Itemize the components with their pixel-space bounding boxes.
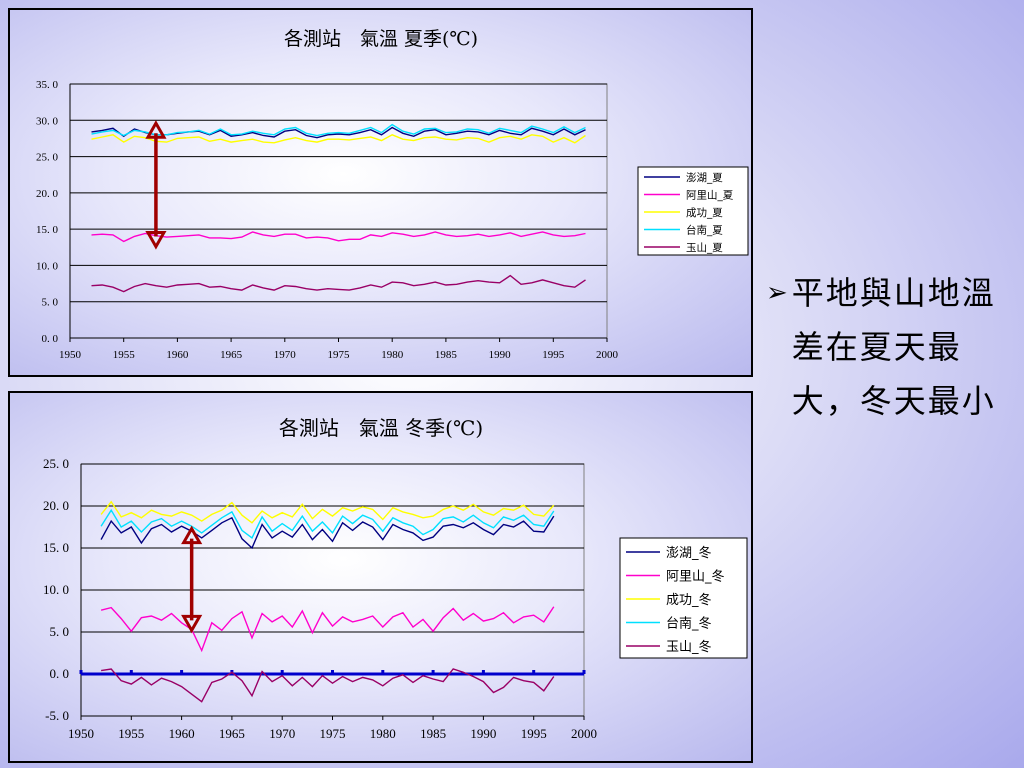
y-tick-label: 25. 0 xyxy=(36,152,59,164)
summer-temperature-chart: 各測站 氣溫 夏季(℃) 0. 0 5. 0 10. 0 15. 0 20. 0 25. 0… xyxy=(8,8,753,377)
legend-label: 阿里山_冬 xyxy=(666,568,725,584)
x-tick-label: 2000 xyxy=(596,349,619,361)
y-tick-label: 25. 0 xyxy=(43,456,69,471)
x-axis-marker xyxy=(431,670,435,674)
x-tick-label: 1955 xyxy=(118,726,144,741)
bullet-point: ➢ 平地與山地溫差在夏天最大，冬天最小 xyxy=(766,266,1016,428)
x-tick-label: 1985 xyxy=(420,726,446,741)
chart-title: 各測站 氣溫 夏季(℃) xyxy=(284,28,478,50)
x-tick-label: 1960 xyxy=(166,349,189,361)
difference-arrow-head-up xyxy=(145,120,167,139)
x-tick-label: 1995 xyxy=(542,349,565,361)
series-line-5 xyxy=(91,274,586,293)
x-tick-label: 1990 xyxy=(470,726,496,741)
legend-label: 成功_冬 xyxy=(666,592,712,608)
legend-label: 澎湖_冬 xyxy=(666,545,712,561)
x-tick-label: 1980 xyxy=(381,349,404,361)
arrow-bullet-icon: ➢ xyxy=(766,278,788,308)
legend-label: 澎湖_夏 xyxy=(686,172,723,184)
x-tick-label: 1960 xyxy=(169,726,195,741)
x-tick-label: 1965 xyxy=(220,349,243,361)
legend-label: 玉山_夏 xyxy=(686,242,723,254)
y-tick-label: 20. 0 xyxy=(36,188,59,200)
x-tick-label: 1965 xyxy=(219,726,245,741)
y-tick-label: 15. 0 xyxy=(43,540,69,555)
winter-chart-svg: 各測站 氣溫 冬季(℃) -5. 0 0. 0 5. 0 10. 0 15. 0 20. 0… xyxy=(43,416,748,741)
x-axis-marker xyxy=(381,670,385,674)
x-tick-label: 1950 xyxy=(59,349,82,361)
x-axis-marker xyxy=(180,670,184,674)
winter-temperature-chart: 各測站 氣溫 冬季(℃) -5. 0 0. 0 5. 0 10. 0 15. 0 20. 0… xyxy=(8,391,753,763)
legend-box xyxy=(619,537,748,659)
series-line-2 xyxy=(100,606,555,653)
x-tick-label: 1980 xyxy=(370,726,396,741)
x-tick-label: 1990 xyxy=(489,349,512,361)
x-axis-marker xyxy=(79,670,83,674)
x-tick-label: 1970 xyxy=(269,726,295,741)
y-tick-label: 5. 0 xyxy=(42,297,59,309)
difference-arrow-head-down xyxy=(181,614,203,634)
series-line-1 xyxy=(100,515,555,550)
x-axis-marker xyxy=(481,670,485,674)
x-tick-label: 1950 xyxy=(68,726,94,741)
series-line-2 xyxy=(91,231,586,243)
legend-label: 成功_夏 xyxy=(686,207,723,219)
y-tick-label: -5. 0 xyxy=(45,708,69,723)
x-axis-marker xyxy=(582,670,586,674)
x-tick-label: 1970 xyxy=(274,349,297,361)
series-line-4 xyxy=(91,123,586,137)
x-axis-marker xyxy=(280,670,284,674)
y-tick-label: 15. 0 xyxy=(36,224,59,236)
y-tick-label: 30. 0 xyxy=(36,115,59,127)
y-tick-label: 10. 0 xyxy=(43,582,69,597)
summer-chart-svg: 各測站 氣溫 夏季(℃) 0. 0 5. 0 10. 0 15. 0 20. 0 25. 0… xyxy=(36,28,749,361)
difference-arrow-head-up xyxy=(181,525,203,545)
y-tick-label: 35. 0 xyxy=(36,79,59,91)
bullet-text: 平地與山地溫差在夏天最大，冬天最小 xyxy=(791,274,996,420)
y-tick-label: 5. 0 xyxy=(50,624,70,639)
y-tick-label: 0. 0 xyxy=(42,333,59,345)
series-line-3 xyxy=(91,134,586,144)
series-line-5 xyxy=(100,668,555,703)
x-tick-label: 2000 xyxy=(571,726,597,741)
y-tick-label: 10. 0 xyxy=(36,260,59,272)
x-axis-marker xyxy=(532,670,536,674)
x-tick-label: 1975 xyxy=(328,349,351,361)
plot-area xyxy=(69,83,608,339)
x-axis-marker xyxy=(129,670,133,674)
x-tick-label: 1955 xyxy=(113,349,136,361)
x-tick-label: 1985 xyxy=(435,349,458,361)
series-line-4 xyxy=(100,508,555,539)
x-tick-label: 1995 xyxy=(521,726,547,741)
legend-label: 台南_夏 xyxy=(686,223,723,236)
x-tick-label: 1975 xyxy=(320,726,346,741)
y-tick-label: 0. 0 xyxy=(50,666,70,681)
series-line-3 xyxy=(100,500,555,524)
chart-title: 各測站 氣溫 冬季(℃) xyxy=(279,416,483,440)
x-axis-marker xyxy=(331,670,334,674)
difference-arrow-head-down xyxy=(145,231,167,250)
y-tick-label: 20. 0 xyxy=(43,498,69,513)
legend-label: 玉山_冬 xyxy=(666,639,712,655)
legend-label: 阿里山_夏 xyxy=(686,189,734,201)
legend-box xyxy=(637,166,749,256)
legend-label: 台南_冬 xyxy=(666,615,712,631)
